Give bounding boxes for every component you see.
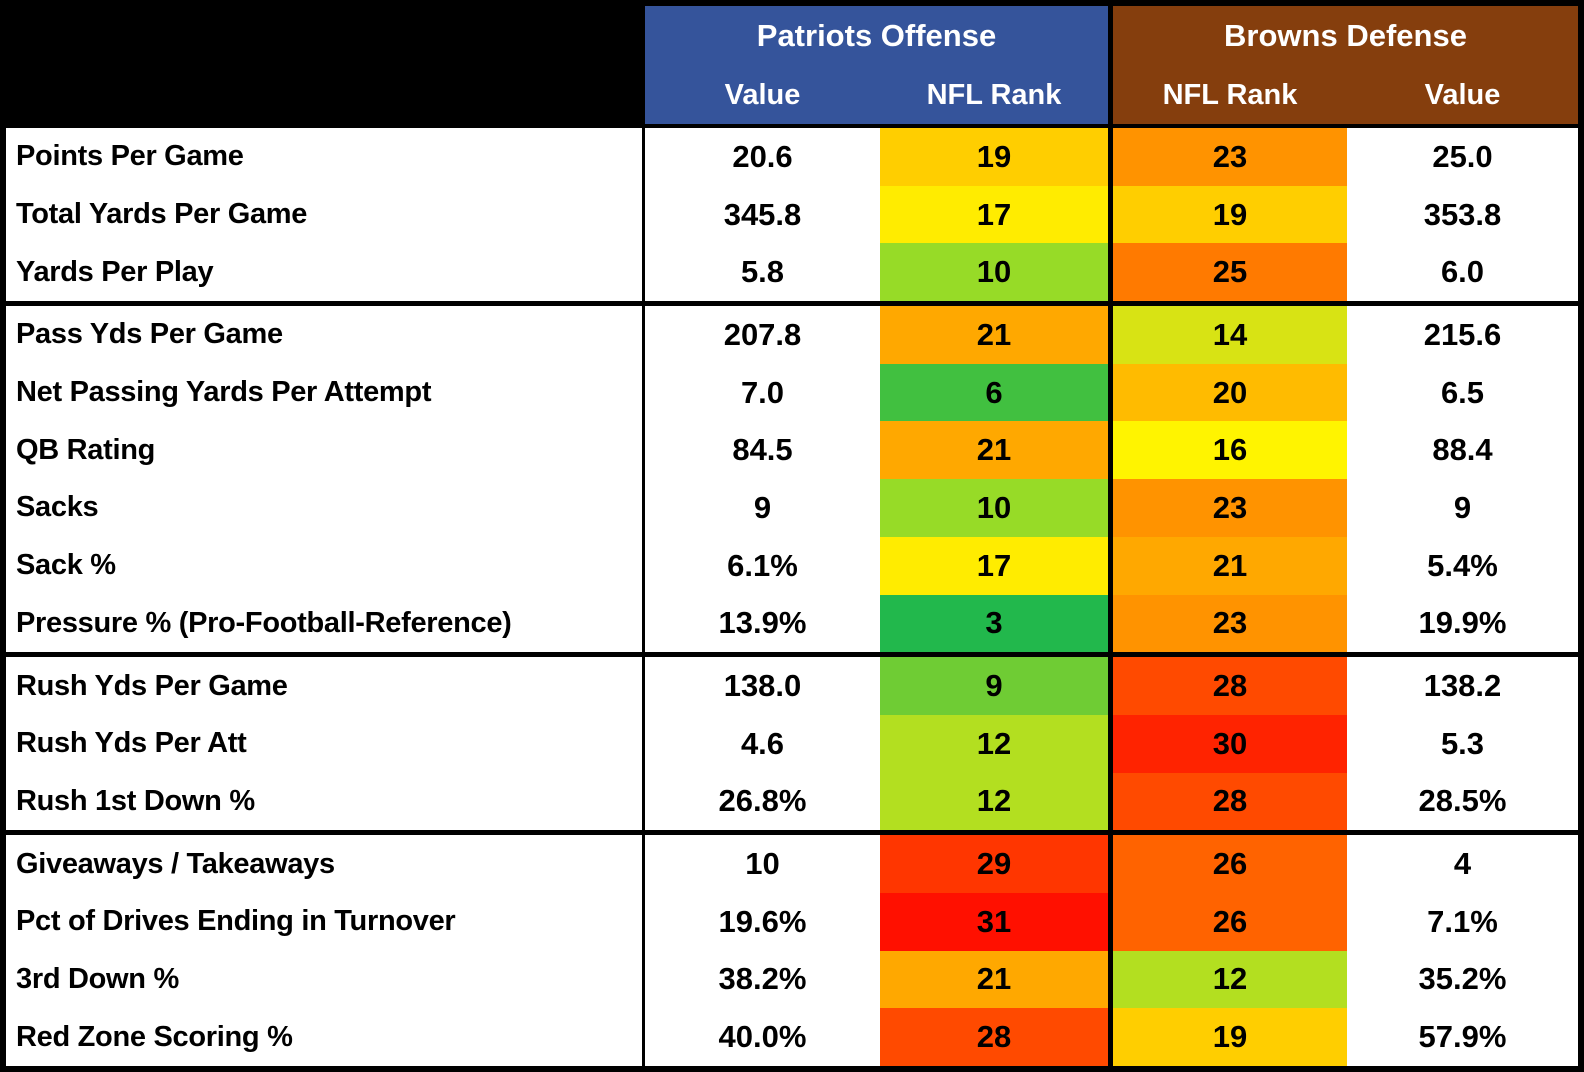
stat-label: Yards Per Play: [6, 243, 645, 302]
offense-value: 38.2%: [645, 950, 880, 1009]
defense-value: 6.0: [1347, 243, 1578, 302]
stat-label: Points Per Game: [6, 128, 645, 186]
defense-rank: 25: [1113, 243, 1347, 302]
offense-value: 5.8: [645, 243, 880, 302]
offense-rank: 28: [880, 1008, 1113, 1066]
defense-value: 35.2%: [1347, 950, 1578, 1009]
defense-value: 28.5%: [1347, 772, 1578, 831]
offense-value: 207.8: [645, 306, 880, 364]
offense-value-header: Value: [645, 66, 880, 124]
stat-label: Pressure % (Pro-Football-Reference): [6, 594, 645, 653]
defense-value: 5.4%: [1347, 536, 1578, 595]
defense-value: 9: [1347, 479, 1578, 537]
offense-value: 9: [645, 479, 880, 537]
defense-value: 5.3: [1347, 714, 1578, 773]
offense-rank: 10: [880, 479, 1113, 537]
offense-rank: 12: [880, 772, 1113, 831]
offense-rank: 21: [880, 421, 1113, 480]
offense-rank: 29: [880, 835, 1113, 893]
defense-rank: 28: [1113, 657, 1347, 715]
defense-rank: 23: [1113, 594, 1347, 653]
defense-rank-header: NFL Rank: [1113, 66, 1347, 124]
corner-header: [6, 6, 645, 66]
corner-subheader: [6, 66, 645, 124]
offense-value: 40.0%: [645, 1008, 880, 1066]
defense-value: 6.5: [1347, 363, 1578, 422]
stat-group-turnovers-situational: Giveaways / Takeaways 10 29 26 4 Pct of …: [6, 830, 1578, 1066]
defense-value: 25.0: [1347, 128, 1578, 186]
offense-rank: 31: [880, 892, 1113, 951]
stat-label: Pct of Drives Ending in Turnover: [6, 892, 645, 951]
offense-value: 10: [645, 835, 880, 893]
offense-value: 138.0: [645, 657, 880, 715]
stat-label: Rush 1st Down %: [6, 772, 645, 831]
stat-group-rushing: Rush Yds Per Game 138.0 9 28 138.2 Rush …: [6, 652, 1578, 831]
defense-header: Browns Defense: [1113, 6, 1578, 66]
offense-rank: 21: [880, 950, 1113, 1009]
offense-rank: 17: [880, 185, 1113, 244]
defense-rank: 14: [1113, 306, 1347, 364]
stat-label: Net Passing Yards Per Attempt: [6, 363, 645, 422]
defense-value-header: Value: [1347, 66, 1578, 124]
stat-label: Sacks: [6, 479, 645, 537]
stat-label: Rush Yds Per Att: [6, 714, 645, 773]
defense-rank: 20: [1113, 363, 1347, 422]
stat-group-scoring: Points Per Game 20.6 19 23 25.0 Total Ya…: [6, 128, 1578, 302]
defense-rank: 19: [1113, 185, 1347, 244]
defense-rank: 26: [1113, 835, 1347, 893]
defense-rank: 26: [1113, 892, 1347, 951]
stat-label: 3rd Down %: [6, 950, 645, 1009]
offense-value: 26.8%: [645, 772, 880, 831]
defense-value: 4: [1347, 835, 1578, 893]
offense-rank: 3: [880, 594, 1113, 653]
defense-rank: 12: [1113, 950, 1347, 1009]
defense-value: 353.8: [1347, 185, 1578, 244]
offense-value: 20.6: [645, 128, 880, 186]
offense-rank: 9: [880, 657, 1113, 715]
offense-header: Patriots Offense: [645, 6, 1113, 66]
defense-rank: 30: [1113, 714, 1347, 773]
defense-value: 215.6: [1347, 306, 1578, 364]
stat-label: Red Zone Scoring %: [6, 1008, 645, 1066]
stat-label: Pass Yds Per Game: [6, 306, 645, 364]
offense-value: 13.9%: [645, 594, 880, 653]
defense-value: 7.1%: [1347, 892, 1578, 951]
stat-label: Sack %: [6, 536, 645, 595]
offense-value: 345.8: [645, 185, 880, 244]
stat-label: Total Yards Per Game: [6, 185, 645, 244]
defense-rank: 23: [1113, 479, 1347, 537]
table-header: Patriots Offense Browns Defense Value NF…: [6, 6, 1578, 128]
offense-value: 7.0: [645, 363, 880, 422]
offense-value: 84.5: [645, 421, 880, 480]
offense-value: 6.1%: [645, 536, 880, 595]
stat-label: Giveaways / Takeaways: [6, 835, 645, 893]
defense-value: 138.2: [1347, 657, 1578, 715]
offense-rank: 21: [880, 306, 1113, 364]
defense-rank: 28: [1113, 772, 1347, 831]
offense-rank-header: NFL Rank: [880, 66, 1113, 124]
defense-rank: 21: [1113, 536, 1347, 595]
offense-rank: 19: [880, 128, 1113, 186]
offense-value: 19.6%: [645, 892, 880, 951]
defense-rank: 16: [1113, 421, 1347, 480]
stat-label: QB Rating: [6, 421, 645, 480]
defense-rank: 19: [1113, 1008, 1347, 1066]
offense-rank: 17: [880, 536, 1113, 595]
stat-group-passing: Pass Yds Per Game 207.8 21 14 215.6 Net …: [6, 301, 1578, 653]
stat-label: Rush Yds Per Game: [6, 657, 645, 715]
defense-rank: 23: [1113, 128, 1347, 186]
defense-value: 57.9%: [1347, 1008, 1578, 1066]
offense-rank: 6: [880, 363, 1113, 422]
offense-rank: 12: [880, 714, 1113, 773]
offense-rank: 10: [880, 243, 1113, 302]
offense-value: 4.6: [645, 714, 880, 773]
defense-value: 19.9%: [1347, 594, 1578, 653]
defense-value: 88.4: [1347, 421, 1578, 480]
